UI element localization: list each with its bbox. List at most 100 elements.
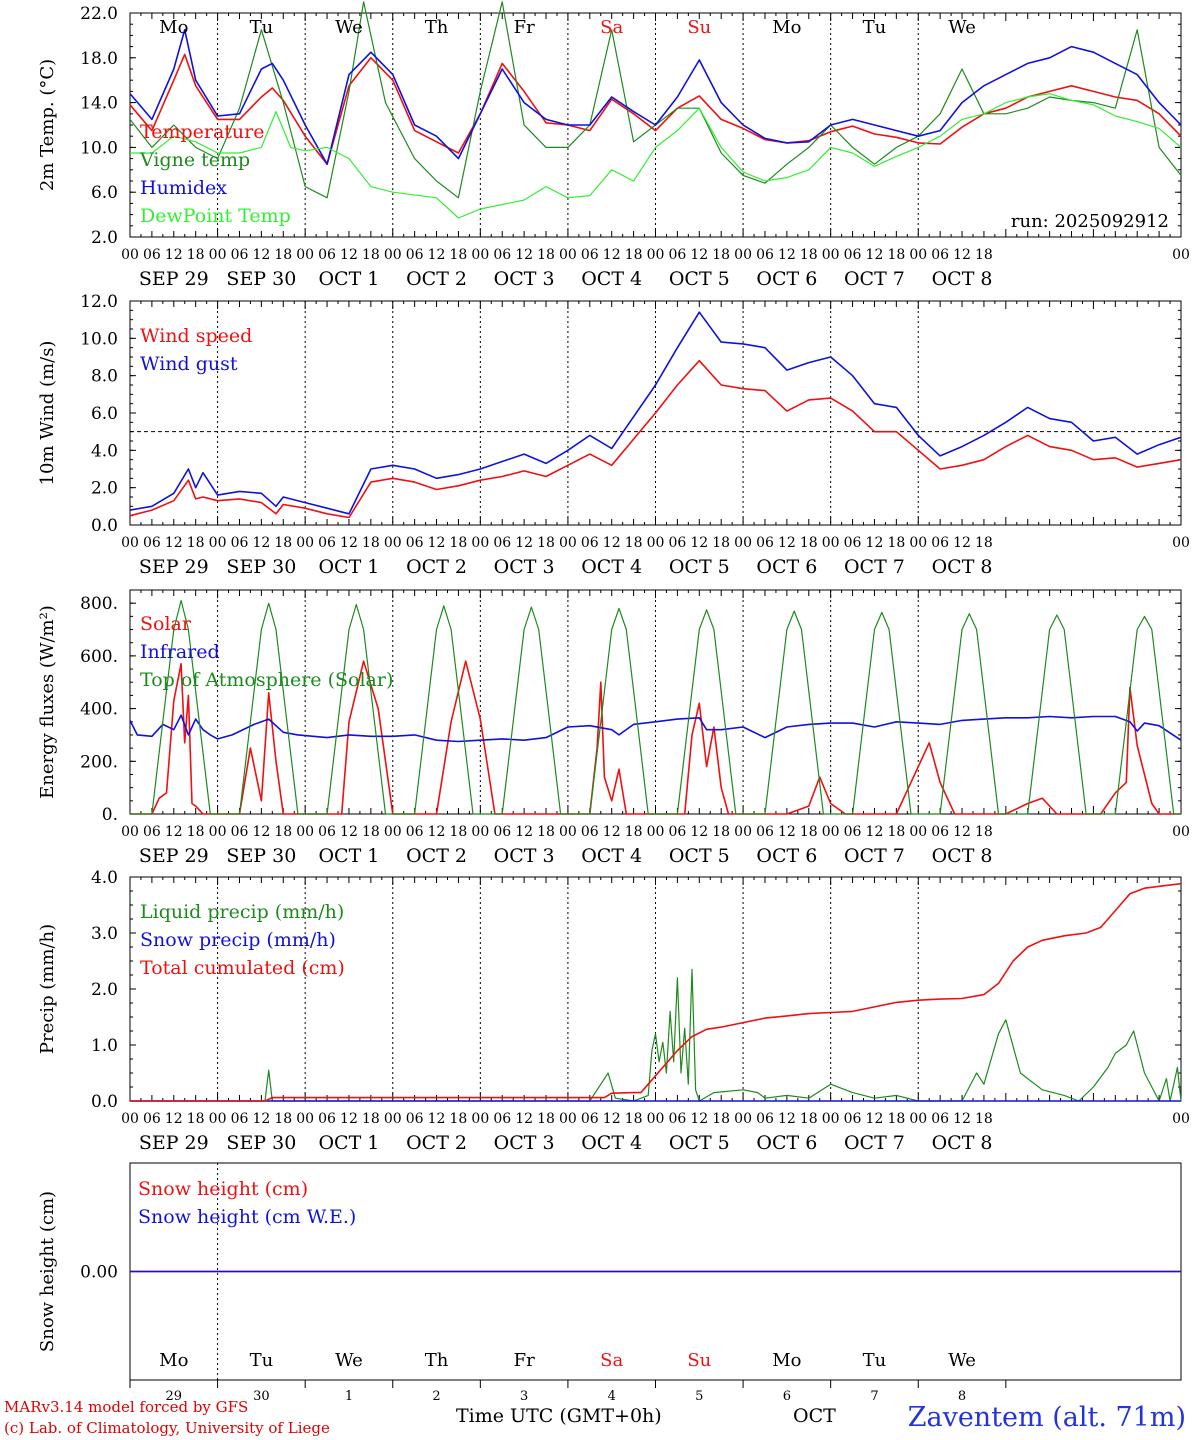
date-label: OCT 2: [406, 268, 467, 290]
date-label: OCT 5: [669, 845, 730, 867]
hour-tick-label: 06: [581, 535, 599, 551]
hour-tick-label: 00: [559, 1111, 577, 1127]
hour-tick-label: 12: [340, 824, 358, 840]
series-line-wind-speed: [129, 359, 1182, 519]
hour-tick-label: 00: [121, 1111, 139, 1127]
hour-tick-label: 00: [734, 824, 752, 840]
hour-tick-label: 06: [581, 247, 599, 263]
date-label: OCT 2: [406, 556, 467, 578]
hour-tick-label: 18: [450, 824, 468, 840]
y-tick-label: 4.0: [91, 441, 118, 461]
hour-tick-label: 18: [625, 824, 643, 840]
y-tick-label: 6.0: [91, 404, 118, 424]
date-label: OCT 4: [581, 556, 642, 578]
hour-tick-label: 06: [143, 535, 161, 551]
hour-tick-label: 00: [909, 535, 927, 551]
hour-tick-label: 12: [778, 1111, 796, 1127]
hour-tick-label: 18: [712, 824, 730, 840]
hour-tick-label: 18: [187, 535, 205, 551]
hour-tick-label: 06: [406, 535, 424, 551]
day-number: 1: [345, 1389, 353, 1404]
hour-tick-label: 00: [209, 1111, 227, 1127]
hour-tick-label: 12: [428, 1111, 446, 1127]
hour-tick-label: 12: [603, 535, 621, 551]
hour-tick-label: 12: [866, 824, 884, 840]
hour-tick-label: 18: [362, 247, 380, 263]
hour-tick-label: 12: [953, 1111, 971, 1127]
day-name: Tu: [250, 17, 274, 38]
date-label: OCT 2: [406, 1132, 467, 1154]
date-label: OCT 3: [494, 268, 555, 290]
hour-tick-label: 12: [690, 535, 708, 551]
month-label: OCT: [793, 1405, 836, 1427]
day-number: 8: [958, 1389, 966, 1404]
series-line-infrared: [129, 714, 1182, 743]
hour-tick-label: 12: [953, 247, 971, 263]
hour-tick-label: 12: [953, 535, 971, 551]
y-axis-label: 10m Wind (m/s): [37, 341, 58, 486]
y-tick-label: 2.0: [91, 228, 118, 248]
series-line-top-of-atmosphere-solar-: [130, 599, 1181, 815]
date-label: OCT 7: [844, 845, 905, 867]
day-number: 30: [253, 1389, 270, 1404]
hour-tick-label: 12: [252, 535, 270, 551]
hour-tick-label: 18: [187, 247, 205, 263]
hour-tick-label: 06: [318, 824, 336, 840]
day-number: 4: [608, 1389, 616, 1404]
date-label: OCT 4: [581, 268, 642, 290]
day-name: Fr: [514, 1350, 535, 1371]
hour-tick-label: 00: [734, 535, 752, 551]
legend-entry: Wind speed: [140, 325, 252, 347]
date-label: SEP 30: [226, 845, 296, 867]
hour-tick-label: 00: [296, 824, 314, 840]
series-line-liquid-precip-mm-h-: [130, 968, 1182, 1102]
date-label: SEP 29: [139, 1132, 209, 1154]
day-name: Tu: [250, 1350, 274, 1371]
hour-tick-label: 00: [1172, 824, 1190, 840]
hour-tick-label: 12: [690, 1111, 708, 1127]
hour-tick-label: 18: [887, 535, 905, 551]
hour-tick-label: 12: [165, 535, 183, 551]
hour-tick-label: 12: [953, 824, 971, 840]
hour-tick-label: 06: [844, 1111, 862, 1127]
hour-tick-label: 00: [647, 247, 665, 263]
hour-tick-label: 06: [406, 247, 424, 263]
series-line-humidex: [129, 29, 1182, 165]
hour-tick-label: 18: [187, 824, 205, 840]
hour-tick-label: 06: [844, 247, 862, 263]
hour-tick-label: 12: [515, 247, 533, 263]
hour-tick-label: 00: [1172, 247, 1190, 263]
hour-tick-label: 00: [384, 247, 402, 263]
day-name: Tu: [863, 17, 887, 38]
hour-tick-label: 18: [274, 535, 292, 551]
hour-tick-label: 06: [668, 247, 686, 263]
date-label: OCT 7: [844, 556, 905, 578]
legend-entry: DewPoint Temp: [140, 205, 291, 227]
hour-tick-label: 00: [647, 535, 665, 551]
day-name: Tu: [863, 1350, 887, 1371]
hour-tick-label: 18: [975, 824, 993, 840]
hour-tick-label: 00: [909, 247, 927, 263]
hour-tick-label: 00: [384, 1111, 402, 1127]
hour-tick-label: 18: [537, 535, 555, 551]
date-label: OCT 8: [932, 556, 993, 578]
hour-tick-label: 06: [143, 247, 161, 263]
legend-entry: Liquid precip (mm/h): [140, 901, 344, 923]
y-tick-label: 3.0: [91, 924, 118, 944]
y-tick-label: 200.: [80, 752, 118, 772]
hour-tick-label: 12: [165, 247, 183, 263]
hour-tick-label: 18: [887, 824, 905, 840]
hour-tick-label: 12: [165, 824, 183, 840]
day-name: Mo: [159, 1350, 188, 1371]
hour-tick-label: 06: [844, 824, 862, 840]
hour-tick-label: 00: [209, 247, 227, 263]
day-name: We: [335, 17, 363, 38]
hour-tick-label: 00: [471, 535, 489, 551]
day-name: Su: [687, 17, 711, 38]
hour-tick-label: 00: [909, 1111, 927, 1127]
hour-tick-label: 18: [625, 1111, 643, 1127]
hour-tick-label: 06: [231, 1111, 249, 1127]
date-label: SEP 29: [139, 845, 209, 867]
date-label: OCT 8: [932, 845, 993, 867]
legend-entry: Total cumulated (cm): [140, 957, 345, 979]
